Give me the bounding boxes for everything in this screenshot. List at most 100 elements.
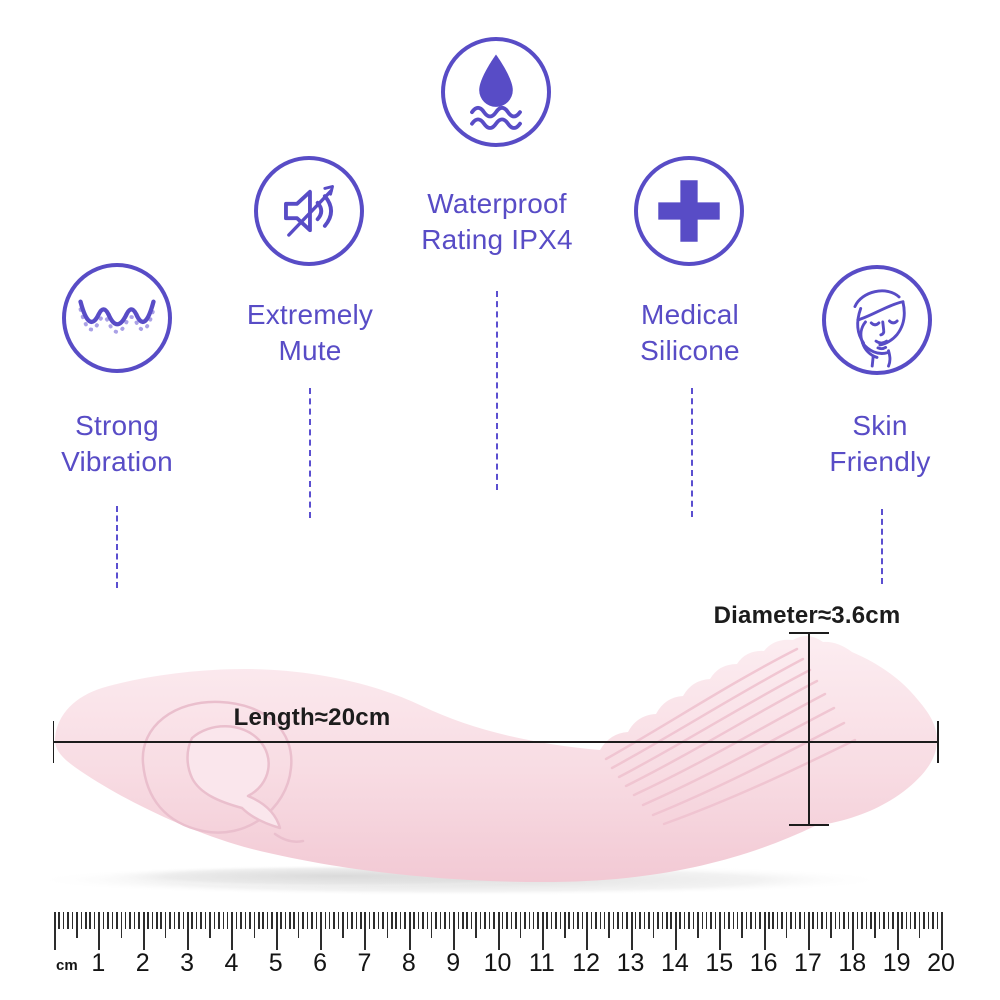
ruler-tick [763, 912, 766, 950]
ruler-tick [728, 912, 730, 929]
ruler-tick [781, 912, 783, 929]
ruler-tick [745, 912, 748, 929]
ruler-tick [838, 912, 841, 929]
feature-text-line: Rating IPX4 [421, 224, 573, 255]
ruler-number: 2 [135, 949, 150, 977]
ruler-tick [222, 912, 225, 929]
ruler-tick [856, 912, 859, 929]
ruler-tick [142, 912, 145, 950]
ruler-tick [812, 912, 814, 929]
ruler-tick [874, 912, 876, 938]
ruler-tick [887, 912, 890, 929]
feature-text-line: Skin [852, 410, 908, 441]
medical-cross-icon [658, 180, 720, 242]
ruler-tick [577, 912, 579, 929]
dashed-connector-skin [881, 509, 883, 584]
ruler-tick [413, 912, 415, 929]
skin-icon-circle [822, 265, 932, 375]
ruler-number: 18 [838, 949, 867, 977]
ruler-tick [927, 912, 930, 929]
ruler-tick [643, 912, 646, 929]
ruler-tick [750, 912, 752, 929]
ruler-tick [914, 912, 916, 929]
ruler-tick [320, 912, 323, 950]
ruler-tick [515, 912, 517, 929]
ruler-tick [794, 912, 797, 929]
ruler-number: 11 [528, 949, 555, 977]
ruler-tick [719, 912, 722, 950]
ruler-tick [120, 912, 123, 938]
ruler-tick [683, 912, 686, 929]
ruler-tick [111, 912, 114, 929]
ruler-number: 7 [357, 949, 372, 977]
ruler-tick [493, 912, 495, 929]
ruler-tick [497, 912, 500, 950]
ruler-tick [328, 912, 331, 929]
ruler-tick [883, 912, 885, 929]
diameter-label: Diameter≈3.6cm [713, 602, 901, 629]
feature-text-line: Friendly [829, 446, 931, 477]
ruler-tick [621, 912, 624, 929]
ruler-tick [546, 912, 548, 929]
ruler-tick [790, 912, 792, 929]
ruler-tick [519, 912, 522, 938]
ruler-tick [586, 912, 589, 950]
ruler-tick [559, 912, 562, 929]
medical-icon-circle [634, 156, 744, 266]
ruler-tick [590, 912, 593, 929]
ruler-tick [870, 912, 872, 929]
ruler: 1 2 3 4 5 6 7 8 9 10 11 12 13 14 15 16 17 18 19 20 cm [54, 912, 955, 994]
face-care-icon [853, 289, 906, 368]
ruler-tick [71, 912, 74, 929]
ruler-tick [355, 912, 358, 929]
product-image [40, 635, 938, 896]
dashed-connector-mute [309, 388, 311, 518]
ruler-tick [404, 912, 406, 929]
ruler-tick [617, 912, 619, 929]
ruler-tick [723, 912, 726, 929]
ruler-number: 16 [749, 949, 778, 977]
vibration-icon-circle [62, 263, 172, 373]
head-ridges [604, 647, 857, 826]
ruler-tick [803, 912, 805, 929]
ruler-tick [776, 912, 779, 929]
ruler-tick [741, 912, 743, 938]
ruler-tick [399, 912, 402, 929]
ruler-tick [697, 912, 699, 938]
length-start-tick [52, 721, 54, 763]
ruler-tick [865, 912, 868, 929]
ruler-number: 6 [313, 949, 328, 977]
feature-label-medical: Medical Silicone [570, 297, 810, 369]
ruler-tick [262, 912, 264, 929]
ruler-tick [807, 912, 810, 950]
ruler-tick [488, 912, 491, 929]
ruler-tick [430, 912, 433, 938]
ruler-tick [754, 912, 757, 929]
ruler-ticks: 1 2 3 4 5 6 7 8 9 10 11 12 13 14 15 16 17 18 19 20 [54, 912, 955, 994]
ruler-tick [701, 912, 703, 929]
ruler-tick [275, 912, 278, 950]
ruler-tick [191, 912, 193, 929]
ruler-tick [116, 912, 118, 929]
feature-text-line: Waterproof [427, 188, 567, 219]
ruler-tick [918, 912, 921, 938]
ruler-number: 15 [705, 949, 734, 977]
ruler-tick [901, 912, 903, 929]
ruler-tick [293, 912, 295, 929]
ruler-tick [652, 912, 655, 938]
ruler-tick [182, 912, 185, 929]
ruler-tick [661, 912, 664, 929]
ruler-tick [160, 912, 162, 929]
ruler-tick [878, 912, 881, 929]
waterproof-icon-circle [441, 37, 551, 147]
ruler-tick [484, 912, 486, 929]
feature-label-waterproof: Waterproof Rating IPX4 [377, 186, 617, 258]
ruler-tick [830, 912, 832, 938]
ruler-tick [169, 912, 171, 929]
ruler-tick [462, 912, 464, 929]
feature-label-vibration: Strong Vibration [0, 408, 237, 480]
muted-speaker-icon [284, 185, 334, 237]
ruler-tick [528, 912, 531, 929]
ruler-tick [666, 912, 668, 929]
